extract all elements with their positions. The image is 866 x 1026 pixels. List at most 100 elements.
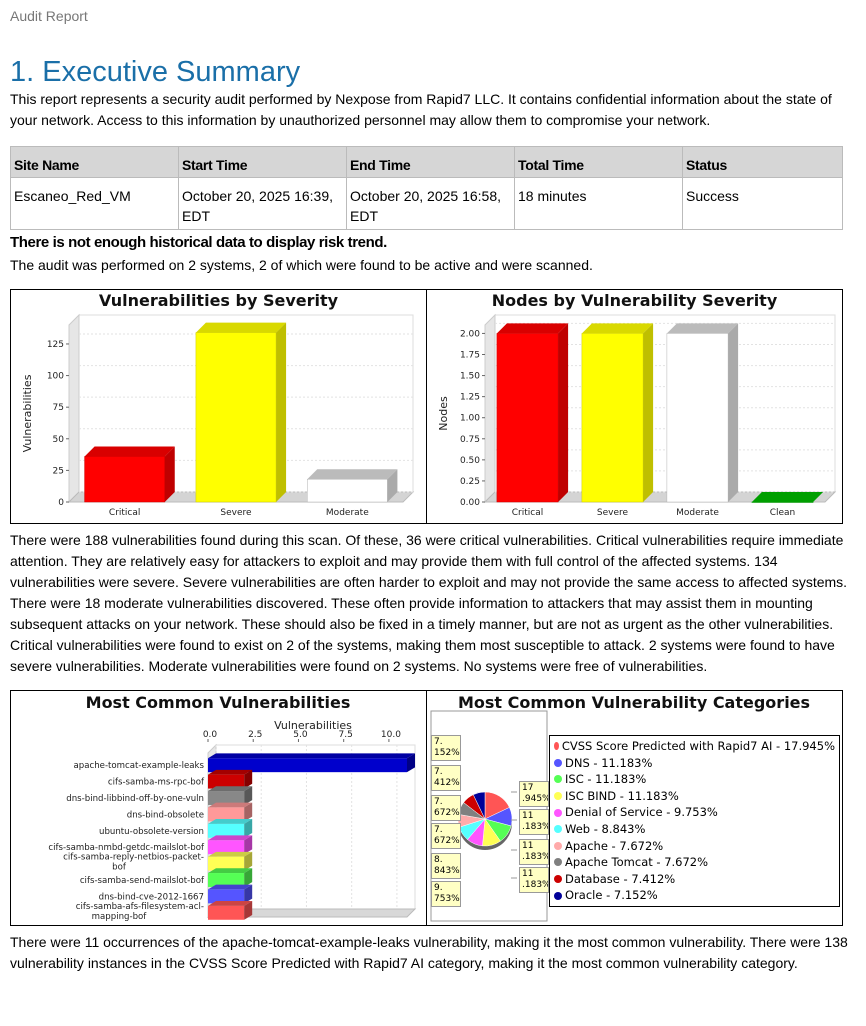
bar-top-cifs-samba-ms-rpc-bof (208, 769, 253, 775)
bar-cifs-samba-send-mailslot-bof (208, 873, 245, 887)
category-label: cifs-samba-send-mailslot-bof (80, 876, 205, 886)
x-tick-label: Moderate (326, 508, 369, 518)
end-time-cell: October 20, 2025 16:58, EDT (346, 177, 515, 230)
y-tick-label: 50 (53, 435, 65, 445)
column-header-total-time: Total Time (514, 146, 683, 178)
bar-ubuntu-obsolete-version (208, 823, 245, 838)
bar-top-moderate (307, 469, 398, 480)
x-tick-label: 2.5 (248, 730, 262, 740)
most-common-vulnerabilities-svg: Most Common Vulnerabilities Vulnerabiliti… (48, 693, 417, 922)
legend-item: DNS - 11.183% (554, 755, 835, 772)
pie-slice-label: 7. 672% (431, 823, 461, 849)
legend-swatch (554, 758, 562, 767)
legend-item: Apache Tomcat - 7.672% (554, 854, 835, 871)
bar-top-ubuntu-obsolete-version (208, 819, 253, 824)
pie-slice-label: 11.183% (519, 809, 549, 835)
y-tick-label: 0.00 (460, 498, 480, 508)
bar-top-cifs-samba-reply-netbios-packet-bof (208, 851, 253, 857)
y-tick-label: 100 (47, 372, 64, 382)
legend-swatch (554, 792, 562, 801)
category-label: ubuntu-obsolete-version (99, 827, 204, 837)
bar-top-moderate (666, 323, 739, 334)
total-time-cell: 18 minutes (514, 177, 683, 230)
bar-dns-bind-cve-2012-1667 (208, 889, 245, 904)
vulnerabilities-by-severity-chart: Vulnerabilities by Severity 0 25 50 75 100 125… (10, 289, 427, 524)
pie-slice-label: 17.945% (519, 781, 549, 807)
bar-side-cifs-samba-reply-netbios-packet-bof (244, 851, 253, 871)
risk-trend-notice: There is not enough historical data to d… (10, 234, 387, 251)
legend-swatch (554, 775, 562, 784)
x-tick-label: Severe (220, 508, 252, 518)
pie-slice-oracle (472, 791, 486, 820)
bar-top-severe (195, 322, 287, 333)
column-header-status: Status (682, 146, 843, 178)
bar-critical (496, 333, 559, 503)
y-tick-label: 2.00 (460, 329, 480, 339)
legend-item: Database - 7.412% (554, 871, 835, 888)
y-axis-label: Vulnerabilities (21, 374, 34, 452)
bar-top-severe (581, 323, 654, 334)
column-header-start-time: Start Time (178, 146, 347, 178)
pie-slice-label: 7. 672% (431, 795, 461, 821)
bar-cifs-samba-afs-filesystem-acl-mapping-bof (208, 905, 245, 920)
bar-dns-bind-obsolete (208, 807, 245, 822)
bar-top-cifs-samba-send-mailslot-bof (208, 868, 253, 874)
site-summary-table: Site Name Start Time End Time Total Time… (10, 146, 843, 230)
site-name-cell: Escaneo_Red_VM (10, 177, 179, 230)
bar-side-moderate (728, 323, 739, 502)
legend-label: Denial of Service - 9.753% (565, 805, 718, 820)
legend-label: ISC - 11.183% (565, 772, 647, 787)
legend-label: ISC BIND - 11.183% (565, 788, 679, 803)
legend-swatch (554, 891, 562, 900)
category-label: cifs-samba-afs-filesystem-acl- (76, 902, 204, 912)
section-title: 1. Executive Summary (10, 56, 301, 88)
bar-top-dns-bind-libbind-off-by-one-vuln (208, 786, 253, 792)
legend-swatch (554, 875, 562, 884)
legend-swatch (554, 841, 562, 850)
y-tick-label: 1.50 (460, 372, 480, 382)
category-label: cifs-samba-nmbd-getdc-mailslot-bof (48, 843, 205, 853)
legend-swatch (554, 808, 562, 817)
category-label: dns-bind-obsolete (127, 810, 204, 820)
bar-side-dns-bind-obsolete (244, 802, 253, 822)
legend-item: ISC BIND - 11.183% (554, 788, 835, 805)
bar-cifs-samba-ms-rpc-bof (208, 774, 245, 789)
x-tick-label: 7.5 (339, 730, 353, 740)
common-vulnerabilities-paragraph: There were 11 occurrences of the apache-… (10, 934, 848, 971)
y-tick-label: 75 (53, 403, 64, 413)
y-tick-label: 0.50 (460, 456, 480, 466)
y-tick-label: 1.75 (460, 351, 480, 361)
bar-side-apache-tomcat-example-leaks (407, 753, 415, 773)
y-tick-label: 125 (47, 340, 64, 350)
category-label-continued: mapping-bof (92, 912, 148, 922)
report-header: Audit Report (10, 8, 88, 24)
bar-side-severe (643, 323, 654, 502)
bar-top-critical (84, 446, 175, 457)
table-header-row: Site Name Start Time End Time Total Time… (10, 146, 843, 178)
bar-side-severe (276, 322, 287, 502)
start-time-cell: October 20, 2025 16:39, EDT (178, 177, 347, 230)
y-axis-label: Nodes (437, 396, 450, 431)
severity-paragraph: There were 188 vulnerabilities found dur… (10, 532, 848, 674)
bar-cifs-samba-reply-netbios-packet-bof (208, 856, 245, 871)
bar-top-dns-bind-obsolete (208, 802, 253, 808)
y-tick-label: 1.25 (460, 393, 480, 403)
category-label-continued: bof (112, 863, 127, 873)
bar-side-ubuntu-obsolete-version (244, 819, 253, 838)
chart-title: Vulnerabilities by Severity (99, 291, 339, 310)
x-tick-label: Critical (109, 508, 140, 518)
x-tick-label: 5.0 (293, 730, 308, 740)
bar-side-cifs-samba-afs-filesystem-acl-mapping-bof (244, 901, 253, 920)
bar-moderate (307, 478, 388, 503)
bar-top-cifs-samba-afs-filesystem-acl-mapping-bof (208, 901, 253, 906)
intro-paragraph: This report represents a security audit … (10, 91, 832, 128)
most-common-vulnerabilities-chart: Most Common Vulnerabilities Vulnerabiliti… (10, 690, 427, 926)
category-label: dns-bind-libbind-off-by-one-vuln (66, 794, 204, 804)
pie-slice-label: 9. 753% (431, 881, 461, 907)
bar-top-critical (496, 323, 569, 334)
legend-item: Apache - 7.672% (554, 838, 835, 855)
bar-top-dns-bind-cve-2012-1667 (208, 884, 253, 890)
x-tick-label: 0.0 (203, 730, 218, 740)
bar-cifs-samba-nmbd-getdc-mailslot-bof (208, 840, 245, 855)
